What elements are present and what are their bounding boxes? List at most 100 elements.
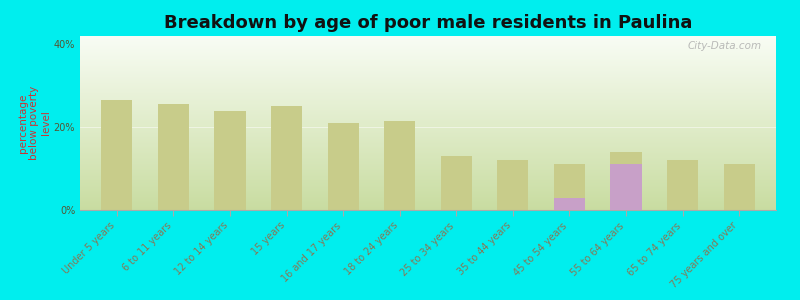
Bar xyxy=(610,152,642,210)
Bar xyxy=(80,124,776,125)
Bar xyxy=(80,137,776,138)
Bar xyxy=(80,95,776,96)
Bar xyxy=(80,198,776,199)
Bar xyxy=(80,37,776,38)
Bar xyxy=(80,41,776,42)
Title: Breakdown by age of poor male residents in Paulina: Breakdown by age of poor male residents … xyxy=(164,14,692,32)
Bar xyxy=(327,123,358,210)
Bar xyxy=(80,100,776,101)
Bar xyxy=(80,138,776,139)
Bar xyxy=(80,177,776,178)
Bar xyxy=(80,127,776,128)
Bar xyxy=(80,101,776,102)
Bar xyxy=(80,199,776,200)
Bar xyxy=(80,187,776,188)
Bar xyxy=(80,158,776,159)
Bar xyxy=(80,115,776,116)
Bar xyxy=(80,48,776,49)
Bar xyxy=(80,54,776,55)
Bar xyxy=(80,104,776,105)
Bar xyxy=(80,165,776,166)
Bar xyxy=(80,123,776,124)
Bar xyxy=(80,188,776,189)
Bar xyxy=(80,126,776,127)
Bar xyxy=(80,66,776,67)
Bar xyxy=(80,116,776,117)
Bar xyxy=(80,103,776,104)
Bar xyxy=(80,86,776,87)
Bar xyxy=(80,46,776,47)
Bar xyxy=(80,84,776,85)
Bar xyxy=(80,173,776,174)
Bar xyxy=(80,49,776,50)
Bar xyxy=(80,175,776,176)
Bar xyxy=(80,179,776,180)
Bar xyxy=(80,38,776,39)
Bar xyxy=(80,52,776,53)
Bar xyxy=(80,72,776,73)
Bar xyxy=(80,111,776,112)
Bar xyxy=(80,148,776,149)
Bar xyxy=(80,117,776,118)
Bar xyxy=(80,183,776,184)
Bar xyxy=(80,110,776,111)
Bar xyxy=(80,85,776,86)
Bar xyxy=(271,106,302,210)
Bar xyxy=(80,130,776,131)
Bar xyxy=(80,67,776,68)
Bar xyxy=(80,144,776,145)
Bar xyxy=(80,59,776,60)
Bar xyxy=(80,141,776,142)
Bar xyxy=(80,78,776,79)
Bar xyxy=(80,64,776,65)
Bar xyxy=(80,97,776,98)
Bar xyxy=(80,155,776,156)
Bar xyxy=(384,121,415,210)
Bar xyxy=(80,118,776,119)
Bar xyxy=(80,162,776,163)
Bar xyxy=(80,197,776,198)
Bar xyxy=(80,191,776,192)
Bar xyxy=(80,156,776,157)
Bar xyxy=(80,186,776,187)
Bar xyxy=(80,71,776,72)
Bar xyxy=(724,164,754,210)
Bar xyxy=(80,142,776,143)
Bar xyxy=(80,60,776,61)
Bar xyxy=(80,36,776,37)
Bar xyxy=(80,109,776,110)
Bar xyxy=(80,108,776,109)
Bar xyxy=(80,133,776,134)
Bar xyxy=(80,206,776,207)
Text: City-Data.com: City-Data.com xyxy=(688,41,762,51)
Bar xyxy=(80,125,776,126)
Bar xyxy=(80,98,776,99)
Bar xyxy=(80,170,776,171)
Bar xyxy=(80,42,776,43)
Bar xyxy=(80,160,776,161)
Bar xyxy=(80,176,776,177)
Bar xyxy=(80,207,776,208)
Bar xyxy=(80,107,776,108)
Bar xyxy=(80,106,776,107)
Bar xyxy=(80,91,776,92)
Bar xyxy=(80,105,776,106)
Bar xyxy=(80,77,776,78)
Bar xyxy=(80,168,776,169)
Bar xyxy=(158,104,189,210)
Bar xyxy=(80,119,776,120)
Bar xyxy=(80,196,776,197)
Bar xyxy=(80,172,776,173)
Bar xyxy=(80,149,776,150)
Bar xyxy=(80,164,776,165)
Bar xyxy=(80,161,776,162)
Bar xyxy=(80,146,776,147)
Bar xyxy=(80,90,776,91)
Bar xyxy=(80,140,776,141)
Bar xyxy=(80,204,776,205)
Bar xyxy=(80,193,776,194)
Bar xyxy=(80,145,776,146)
Bar xyxy=(80,163,776,164)
Bar xyxy=(80,121,776,122)
Bar xyxy=(80,82,776,83)
